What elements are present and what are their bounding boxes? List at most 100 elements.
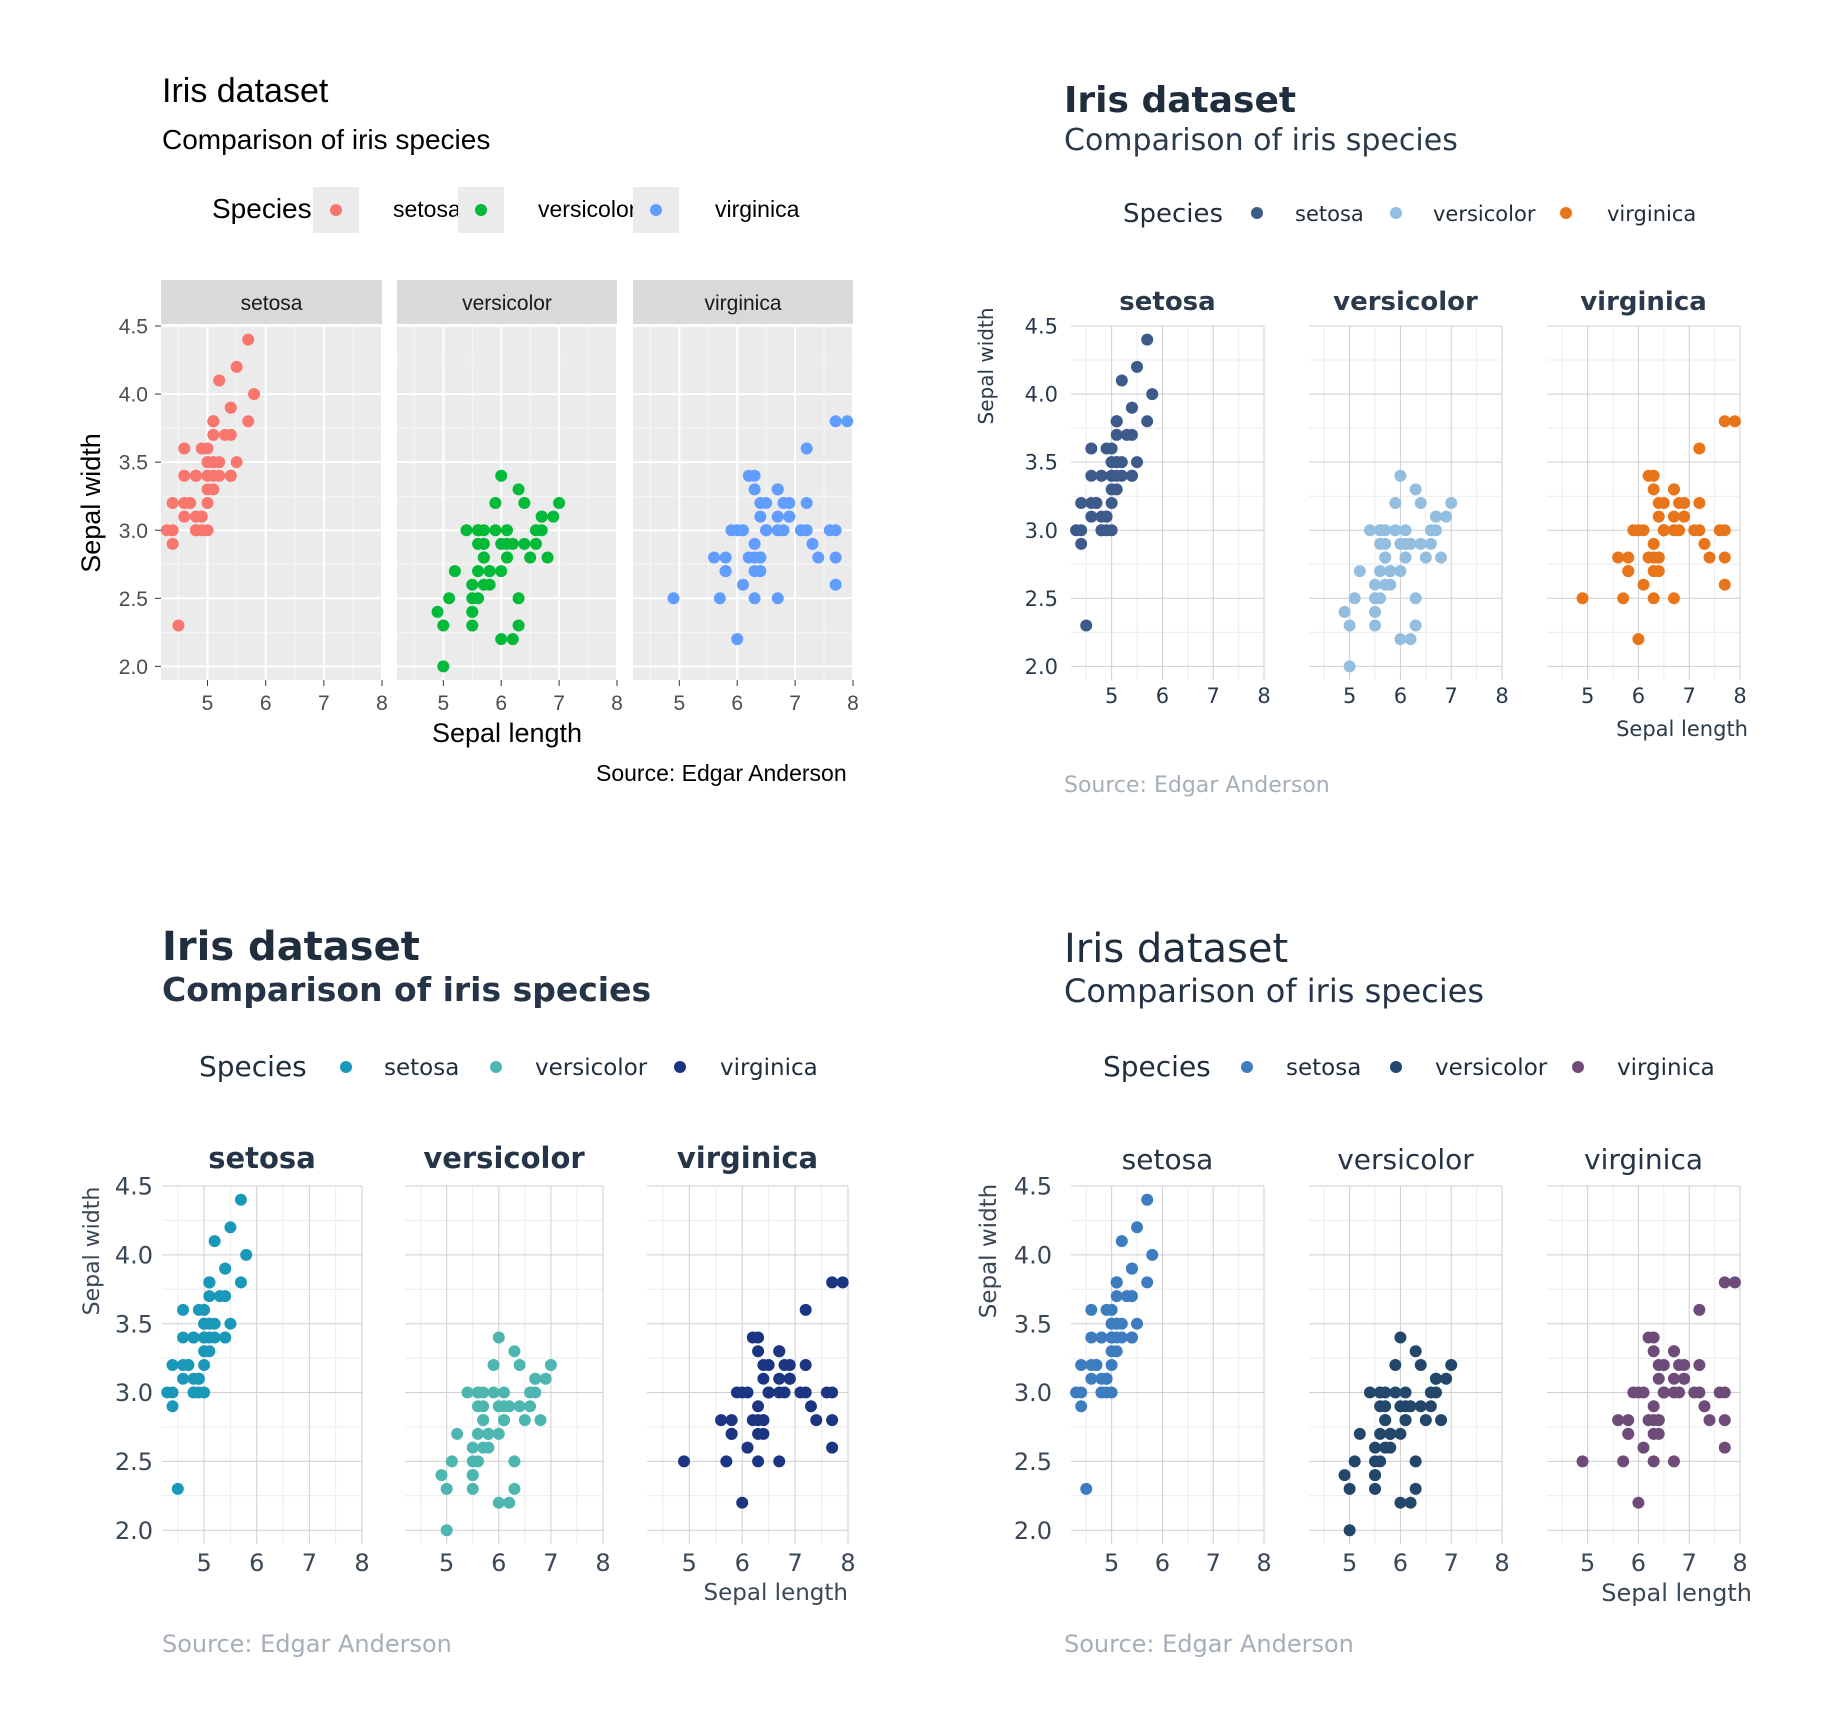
data-point <box>1095 524 1108 537</box>
data-point <box>1085 1359 1098 1371</box>
chart-1-plot: setosa 5 6 7 8 versicolor 5 6 7 8 virginica 5 6 7 8 2.0… <box>76 187 859 748</box>
data-point <box>1379 1400 1392 1413</box>
data-point <box>518 497 531 509</box>
data-point <box>1115 374 1128 387</box>
data-point <box>198 1359 211 1371</box>
data-point <box>495 565 508 578</box>
data-point <box>1414 497 1427 509</box>
data-point <box>752 1400 765 1413</box>
data-point <box>1667 483 1680 496</box>
data-point <box>757 1372 770 1385</box>
chart-1-subtitle: Comparison of iris species <box>162 124 491 155</box>
data-point <box>1394 537 1407 550</box>
data-point <box>224 1317 237 1330</box>
x-tick-label: 5 <box>202 692 214 715</box>
data-point <box>810 1414 823 1427</box>
data-point <box>771 524 784 537</box>
data-point <box>1399 524 1412 537</box>
data-point <box>513 1359 526 1371</box>
data-point <box>1384 578 1397 591</box>
facet-strip <box>633 280 853 324</box>
data-point <box>487 1386 500 1399</box>
x-tick-label: 7 <box>787 1549 802 1577</box>
data-point <box>1105 1345 1118 1358</box>
chart-2-caption: Source: Edgar Anderson <box>1064 773 1330 798</box>
data-point <box>1678 510 1691 523</box>
data-point <box>1131 360 1144 373</box>
data-point <box>1622 1414 1635 1427</box>
data-point <box>466 619 479 632</box>
x-tick-label: 7 <box>1682 1549 1697 1577</box>
x-tick-label: 6 <box>1155 1549 1170 1577</box>
data-point <box>466 605 479 618</box>
data-point <box>166 497 179 509</box>
data-point <box>1085 497 1098 509</box>
chart-3-title: Iris dataset <box>162 924 420 970</box>
data-point <box>513 1400 526 1413</box>
data-point <box>1100 510 1113 523</box>
data-point <box>1105 483 1118 496</box>
data-point <box>829 551 842 564</box>
data-point <box>1718 1276 1731 1289</box>
data-point <box>752 1455 765 1468</box>
data-point <box>1404 537 1417 550</box>
data-point <box>1075 524 1088 537</box>
data-point <box>1110 1276 1123 1289</box>
data-point <box>1394 1427 1407 1440</box>
data-point <box>1369 1482 1382 1495</box>
x-tick-label: 7 <box>1444 1549 1459 1577</box>
data-point <box>1131 1221 1144 1234</box>
facet-label: versicolor <box>1337 1143 1474 1176</box>
data-point <box>518 1414 531 1427</box>
data-point <box>1369 592 1382 605</box>
data-point <box>1622 551 1635 564</box>
data-point <box>477 1400 490 1413</box>
data-point <box>752 1427 765 1440</box>
data-point <box>760 524 773 537</box>
data-point <box>829 524 842 537</box>
data-point <box>201 456 214 469</box>
data-point <box>1678 1372 1691 1385</box>
data-point <box>207 415 220 428</box>
data-point <box>1404 1496 1417 1509</box>
facet-label: virginica <box>1584 1143 1703 1176</box>
data-point <box>799 1386 812 1399</box>
legend-item-label: virginica <box>1607 202 1696 226</box>
facet-strip <box>161 280 382 324</box>
chart-4-subtitle: Comparison of iris species <box>1064 972 1485 1010</box>
data-point <box>826 1414 839 1427</box>
facet-label: setosa <box>208 1141 316 1175</box>
x-tick-label: 5 <box>1104 1549 1119 1577</box>
data-point <box>748 551 761 564</box>
data-point <box>1445 1359 1458 1371</box>
data-point <box>737 578 749 591</box>
data-point <box>501 524 513 537</box>
data-point <box>1703 1414 1716 1427</box>
legend-item-label: setosa <box>393 196 461 222</box>
data-point <box>1409 1345 1422 1358</box>
data-point <box>1110 1290 1123 1303</box>
data-point <box>771 510 784 523</box>
data-point <box>1693 1303 1706 1316</box>
x-tick-label: 7 <box>302 1549 317 1577</box>
data-point <box>708 551 721 564</box>
facet-label: virginica <box>677 1141 818 1175</box>
data-point <box>1728 415 1741 428</box>
data-point <box>1394 565 1407 578</box>
data-point <box>1414 1359 1427 1371</box>
legend-item-label: versicolor <box>1435 1055 1548 1081</box>
data-point <box>1379 1414 1392 1427</box>
data-point <box>1409 1482 1422 1495</box>
legend-item-label: versicolor <box>1433 202 1536 226</box>
facet-label: virginica <box>1580 287 1707 317</box>
data-point <box>198 1386 211 1399</box>
data-point <box>783 510 796 523</box>
x-tick-label: 5 <box>1342 1549 1357 1577</box>
data-point <box>1389 1386 1402 1399</box>
data-point <box>1440 510 1453 523</box>
data-point <box>713 592 726 605</box>
data-point <box>234 1276 247 1289</box>
data-point <box>477 1414 490 1427</box>
data-point <box>1085 510 1098 523</box>
y-tick-label: 3.0 <box>119 520 148 543</box>
